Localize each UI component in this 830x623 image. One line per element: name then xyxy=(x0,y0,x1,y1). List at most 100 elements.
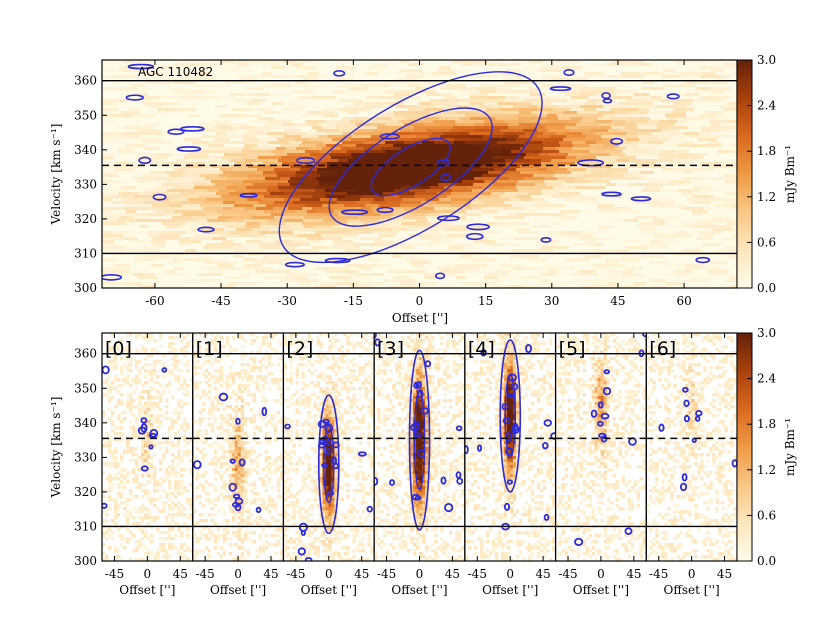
intensity-cell xyxy=(342,135,353,139)
intensity-cell xyxy=(231,531,236,535)
intensity-cell xyxy=(249,333,254,337)
intensity-cell xyxy=(102,60,123,64)
intensity-cell xyxy=(285,210,296,214)
intensity-cell xyxy=(237,546,242,550)
intensity-cell xyxy=(653,198,674,202)
intensity-cell xyxy=(237,510,242,514)
intensity-cell xyxy=(717,114,728,118)
intensity-cell xyxy=(194,261,206,265)
intensity-cell xyxy=(373,84,390,88)
intensity-cell xyxy=(108,396,112,400)
noise-contour xyxy=(379,133,400,140)
intensity-cell xyxy=(574,222,588,226)
intensity-cell xyxy=(185,279,201,283)
top-colorbar-label: mJy Bm⁻¹ xyxy=(783,145,797,203)
intensity-cell xyxy=(186,87,204,91)
intensity-cell xyxy=(631,114,647,118)
intensity-cell xyxy=(194,183,216,187)
intensity-cell xyxy=(635,276,656,280)
intensity-cell xyxy=(168,471,172,475)
intensity-cell xyxy=(407,273,425,277)
intensity-cell xyxy=(457,237,469,241)
intensity-cell xyxy=(126,471,130,475)
intensity-cell xyxy=(234,453,239,457)
intensity-cell xyxy=(129,399,133,403)
intensity-cell xyxy=(231,516,236,520)
intensity-cell xyxy=(207,372,212,376)
intensity-cell xyxy=(657,126,669,130)
intensity-cell xyxy=(587,84,607,88)
intensity-cell xyxy=(553,123,565,127)
intensity-cell xyxy=(305,240,322,244)
intensity-cell xyxy=(247,153,263,157)
intensity-cell xyxy=(165,447,169,451)
intensity-cell xyxy=(626,120,648,124)
intensity-cell xyxy=(699,66,723,70)
intensity-cell xyxy=(508,153,527,157)
intensity-cell xyxy=(257,144,281,148)
intensity-cell xyxy=(144,534,148,538)
intensity-cell xyxy=(153,489,157,493)
intensity-cell xyxy=(593,219,616,223)
intensity-cell xyxy=(174,474,178,478)
intensity-cell xyxy=(298,243,311,247)
intensity-cell xyxy=(105,432,109,436)
intensity-cell xyxy=(138,207,161,211)
intensity-cell xyxy=(395,72,412,76)
intensity-cell xyxy=(134,243,154,247)
intensity-cell xyxy=(219,465,224,469)
intensity-cell xyxy=(276,339,281,343)
intensity-cell xyxy=(201,363,206,367)
intensity-cell xyxy=(302,222,325,226)
intensity-cell xyxy=(243,456,248,460)
intensity-cell xyxy=(318,249,334,253)
intensity-cell xyxy=(102,237,113,241)
intensity-cell xyxy=(579,237,599,241)
intensity-cell xyxy=(132,405,136,409)
intensity-cell xyxy=(593,234,614,238)
intensity-cell xyxy=(267,543,272,547)
intensity-cell xyxy=(171,501,175,505)
intensity-cell xyxy=(364,120,388,124)
intensity-cell xyxy=(198,396,203,400)
intensity-cell xyxy=(675,147,695,151)
intensity-cell xyxy=(156,498,160,502)
intensity-cell xyxy=(138,75,161,79)
intensity-cell xyxy=(126,537,130,541)
intensity-cell xyxy=(177,414,181,418)
intensity-cell xyxy=(195,258,213,262)
intensity-cell xyxy=(233,216,253,220)
intensity-cell xyxy=(468,156,480,160)
intensity-cell xyxy=(457,111,477,115)
intensity-cell xyxy=(419,102,432,106)
intensity-cell xyxy=(536,270,549,274)
intensity-cell xyxy=(155,153,173,157)
intensity-cell xyxy=(534,204,547,208)
intensity-cell xyxy=(123,417,127,421)
intensity-cell xyxy=(558,267,575,271)
intensity-cell xyxy=(542,84,565,88)
intensity-cell xyxy=(102,195,115,199)
intensity-cell xyxy=(225,531,230,535)
intensity-cell xyxy=(625,186,646,190)
intensity-cell xyxy=(189,459,193,463)
intensity-cell xyxy=(297,246,313,250)
intensity-cell xyxy=(518,180,533,184)
intensity-cell xyxy=(621,180,638,184)
intensity-cell xyxy=(276,171,297,175)
intensity-cell xyxy=(196,264,207,268)
intensity-cell xyxy=(537,129,549,133)
intensity-cell xyxy=(228,441,233,445)
intensity-cell xyxy=(238,69,253,73)
intensity-cell xyxy=(533,174,554,178)
intensity-cell xyxy=(164,84,175,88)
intensity-cell xyxy=(228,417,233,421)
y-tick-label: 340 xyxy=(74,143,97,157)
intensity-cell xyxy=(580,93,595,97)
intensity-cell xyxy=(233,264,245,268)
intensity-cell xyxy=(268,261,283,265)
noise-contour xyxy=(695,256,711,264)
intensity-cell xyxy=(570,129,592,133)
intensity-cell xyxy=(267,468,272,472)
intensity-cell xyxy=(195,474,200,478)
